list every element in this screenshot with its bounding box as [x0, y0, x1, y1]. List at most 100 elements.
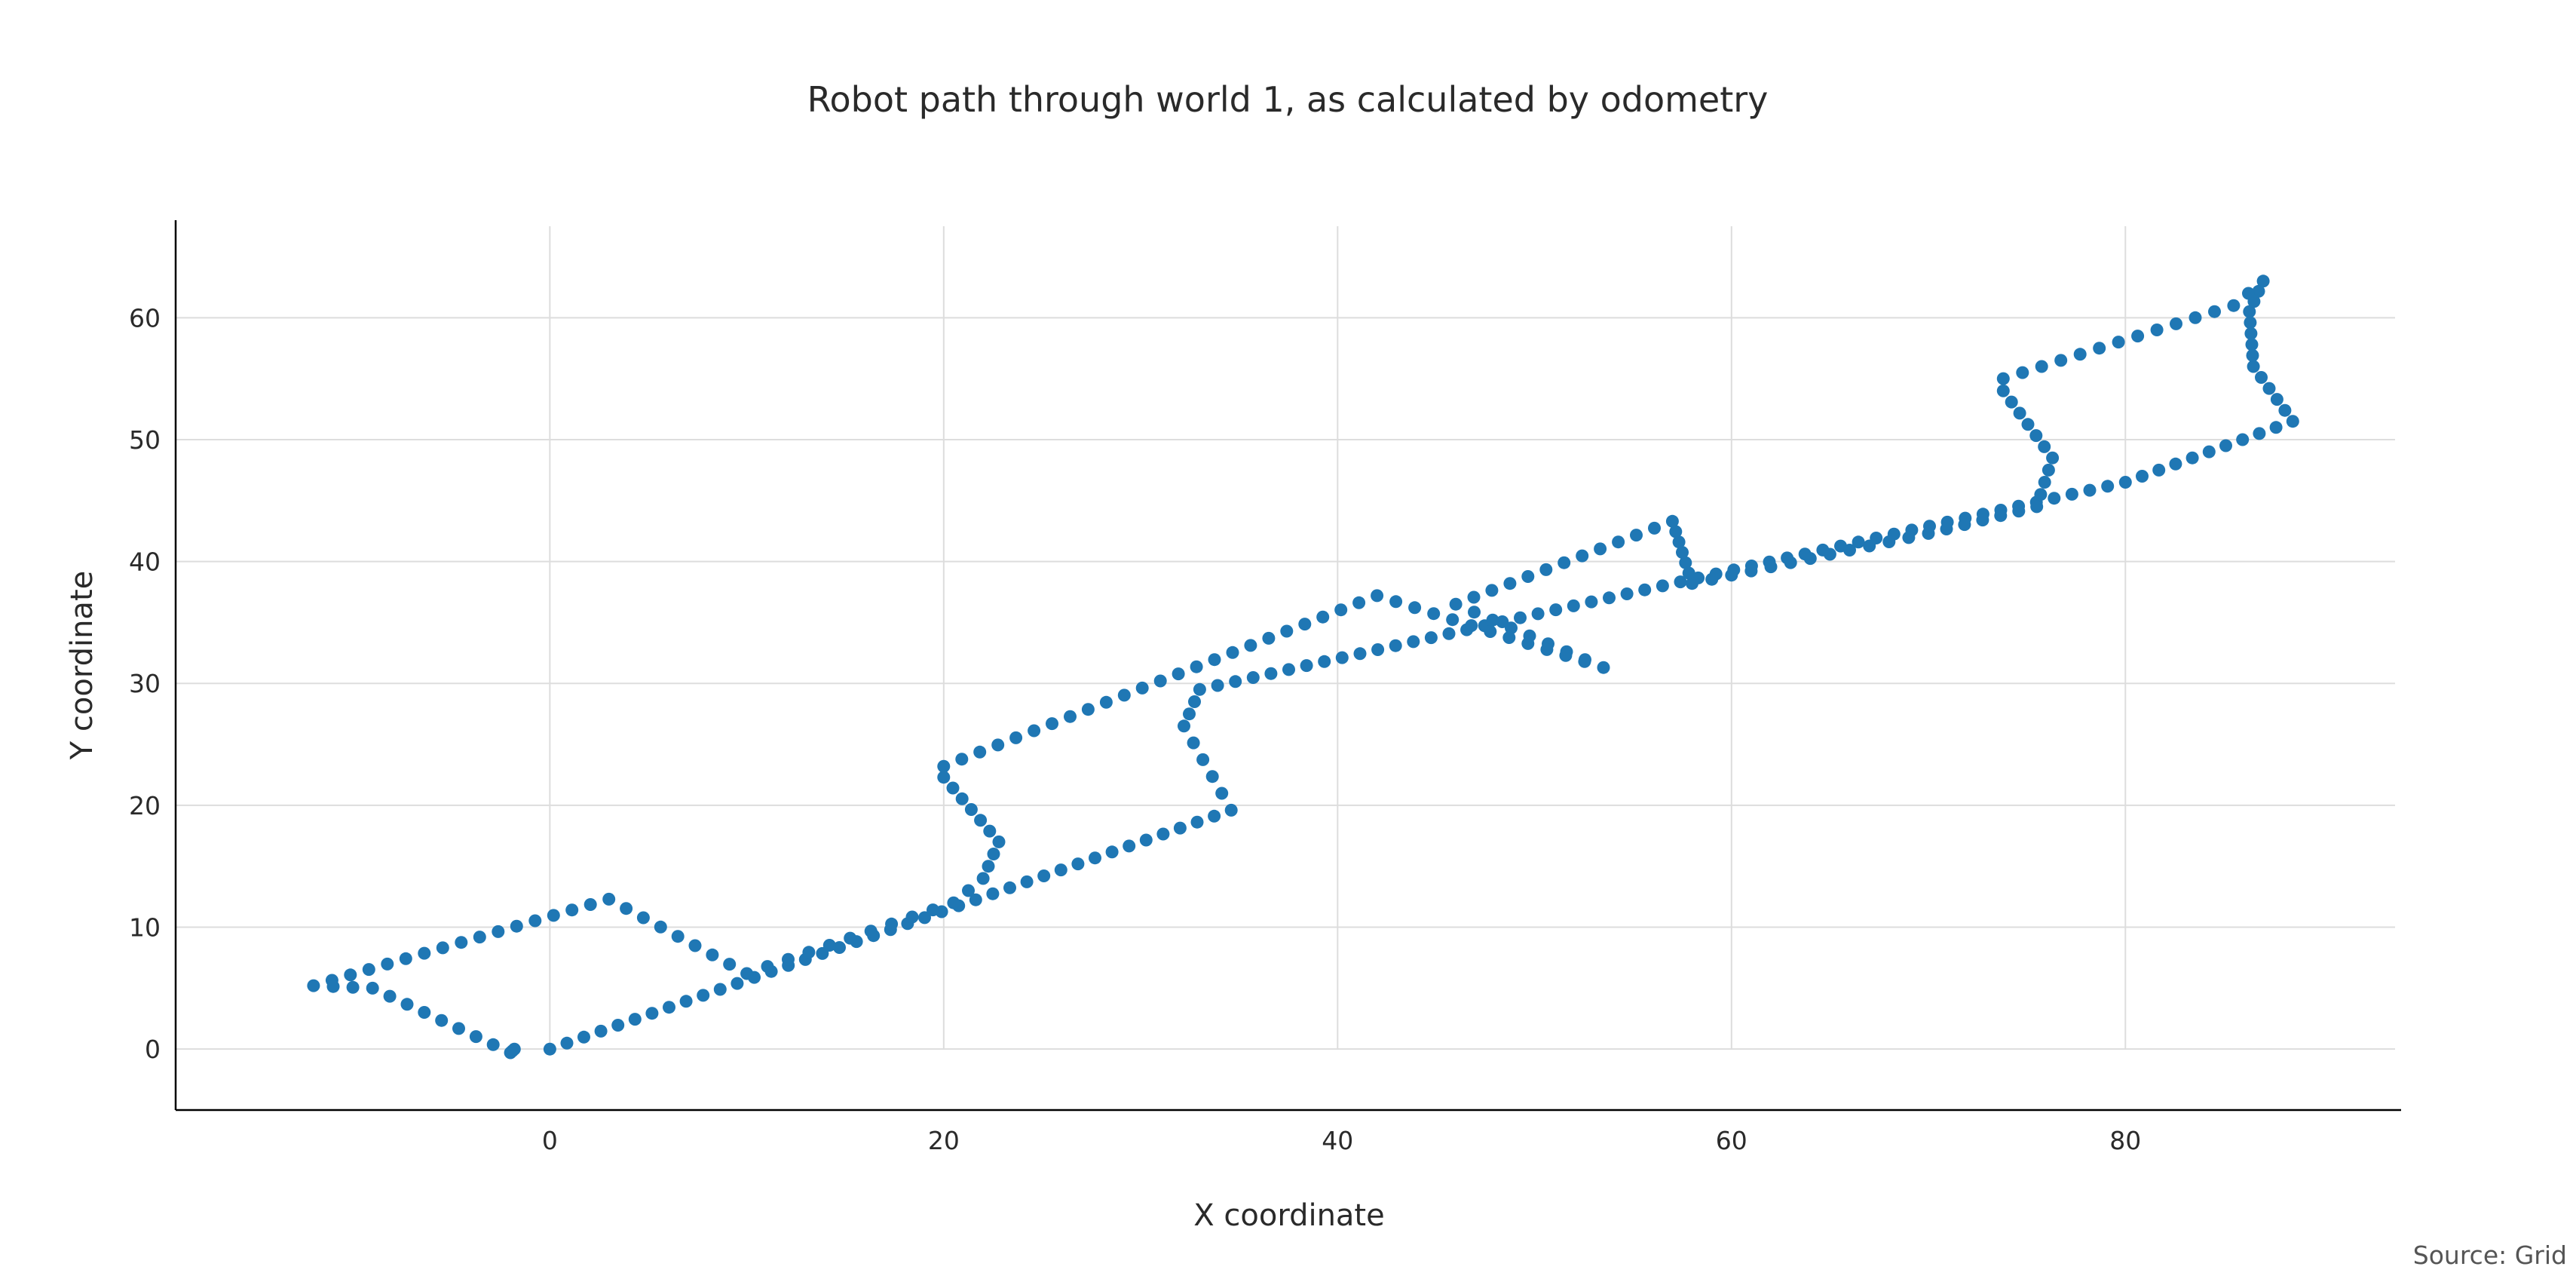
data-point	[962, 884, 975, 897]
data-point	[1446, 613, 1460, 627]
data-point	[964, 803, 978, 816]
data-point	[2042, 463, 2055, 477]
data-point	[1246, 671, 1260, 684]
data-point	[864, 925, 878, 938]
data-point	[1996, 372, 2010, 385]
data-point	[905, 910, 919, 924]
data-point	[2247, 360, 2260, 373]
data-point	[982, 860, 995, 873]
data-point	[1020, 875, 1034, 888]
data-point	[399, 952, 412, 965]
data-point	[1190, 660, 1203, 673]
data-point	[620, 902, 633, 915]
data-point	[2101, 480, 2115, 493]
data-point	[946, 781, 960, 795]
data-point	[2242, 287, 2255, 300]
x-tick-label: 60	[1716, 1126, 1747, 1155]
y-tick-label: 60	[129, 303, 161, 333]
data-point	[986, 887, 1000, 900]
data-point	[1335, 651, 1349, 664]
data-point	[2169, 457, 2182, 471]
data-point	[2093, 342, 2106, 355]
grid-layer	[176, 226, 2395, 1050]
data-point	[833, 941, 846, 954]
data-point	[2244, 327, 2258, 340]
data-point	[584, 898, 597, 911]
data-point	[1863, 539, 1876, 553]
data-point	[974, 814, 988, 827]
data-point	[1071, 857, 1085, 871]
data-point	[2286, 415, 2299, 428]
data-point	[955, 753, 969, 766]
data-point	[436, 941, 449, 955]
data-point	[2083, 483, 2097, 497]
tick-labels: 0 20 40 60 80 0 10 20 30 40 50 60	[129, 303, 2141, 1155]
data-point	[1485, 584, 1499, 597]
data-point	[565, 903, 579, 917]
data-point	[1484, 625, 1497, 638]
data-point	[2170, 317, 2182, 330]
data-point	[1205, 770, 1219, 784]
data-point	[706, 948, 719, 961]
data-point	[435, 1014, 449, 1027]
data-point	[1559, 649, 1573, 662]
data-point	[2278, 403, 2292, 417]
y-axis-title: Y coordinate	[65, 571, 100, 761]
data-point	[2262, 382, 2276, 395]
data-point	[1674, 575, 1687, 589]
data-point	[1334, 603, 1348, 617]
data-point	[602, 892, 616, 906]
data-point	[1424, 631, 1438, 645]
data-point	[326, 980, 340, 993]
data-point	[2236, 433, 2250, 446]
data-point	[1208, 809, 1221, 823]
data-point	[679, 995, 693, 1008]
data-point	[528, 914, 542, 928]
data-point	[1603, 591, 1616, 605]
data-point	[1054, 863, 1067, 877]
data-point	[663, 1001, 675, 1014]
data-point	[2208, 305, 2221, 318]
data-point	[1676, 546, 1689, 559]
data-point	[1578, 655, 1591, 668]
data-point	[1153, 674, 1167, 688]
data-point	[2013, 406, 2026, 420]
data-point	[1540, 642, 1554, 656]
data-point	[1597, 661, 1610, 674]
data-point	[1502, 631, 1516, 644]
data-point	[2048, 492, 2061, 505]
data-point	[2131, 330, 2145, 343]
data-point	[688, 939, 702, 952]
data-point	[2252, 284, 2265, 298]
data-point	[307, 979, 320, 992]
data-point	[2038, 440, 2051, 453]
data-point	[2202, 445, 2216, 458]
data-point	[927, 903, 939, 917]
data-point	[1672, 535, 1686, 549]
data-point	[761, 960, 774, 974]
data-point	[1282, 663, 1295, 676]
data-point	[1037, 869, 1051, 882]
data-point	[1081, 703, 1095, 716]
data-point	[983, 824, 997, 838]
data-point	[1521, 636, 1535, 650]
data-point	[1389, 639, 1402, 652]
data-point	[1211, 679, 1224, 692]
data-point	[969, 893, 982, 906]
data-point	[1123, 839, 1136, 853]
data-point	[1679, 556, 1692, 569]
data-point	[560, 1036, 574, 1050]
data-point	[1300, 659, 1313, 673]
data-point	[1902, 531, 1916, 544]
axes-layer	[174, 220, 2401, 1112]
data-point	[1264, 667, 1278, 680]
data-point	[1190, 815, 1204, 829]
data-point	[611, 1019, 625, 1032]
data-point	[991, 738, 1005, 752]
data-point	[1407, 635, 1420, 649]
data-point	[1449, 597, 1463, 611]
data-point	[1665, 514, 1679, 528]
data-point	[671, 930, 685, 943]
data-point	[1193, 682, 1206, 696]
data-point	[1046, 717, 1058, 731]
